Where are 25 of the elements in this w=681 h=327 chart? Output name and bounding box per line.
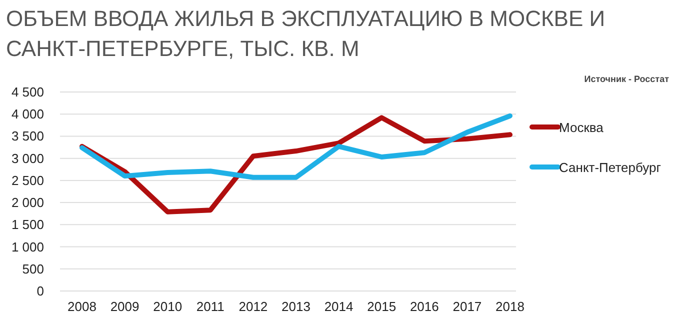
y-tick-label: 500	[22, 261, 44, 276]
y-tick-label: 0	[36, 284, 44, 298]
y-tick-label: 2 500	[11, 172, 44, 188]
y-tick-label: 4 500	[11, 84, 44, 100]
x-tick-label: 2012	[238, 299, 268, 314]
legend-label: Санкт-Петербург	[559, 160, 662, 175]
y-tick-label: 1 500	[11, 217, 44, 232]
x-tick-label: 2017	[452, 299, 482, 314]
y-tick-label: 1 000	[11, 239, 44, 254]
x-tick-label: 2013	[282, 299, 310, 314]
y-tick-label: 3 000	[11, 150, 44, 166]
legend-label: Москва	[559, 120, 604, 135]
y-tick-label: 4 000	[11, 106, 44, 122]
x-tick-label: 2010	[153, 299, 182, 314]
x-tick-label: 2009	[110, 299, 140, 314]
x-tick-label: 2018	[496, 299, 524, 314]
x-tick-label: 2014	[324, 299, 354, 314]
x-tick-label: 2015	[367, 299, 396, 314]
y-tick-label: 3 500	[11, 128, 44, 144]
y-tick-label: 2 000	[11, 195, 44, 210]
x-tick-label: 2008	[68, 299, 96, 314]
x-tick-label: 2011	[196, 299, 224, 314]
x-tick-label: 2016	[410, 299, 439, 314]
text: Источник - Росстат	[584, 74, 670, 84]
chart-title: ОБЪЕМ ВВОДА ЖИЛЬЯ В ЭКСПЛУАТАЦИЮ В МОСКВЕ И САНКТ-ПЕТЕРБУРГЕ, ТЫС. КВ. М	[6, 6, 606, 61]
